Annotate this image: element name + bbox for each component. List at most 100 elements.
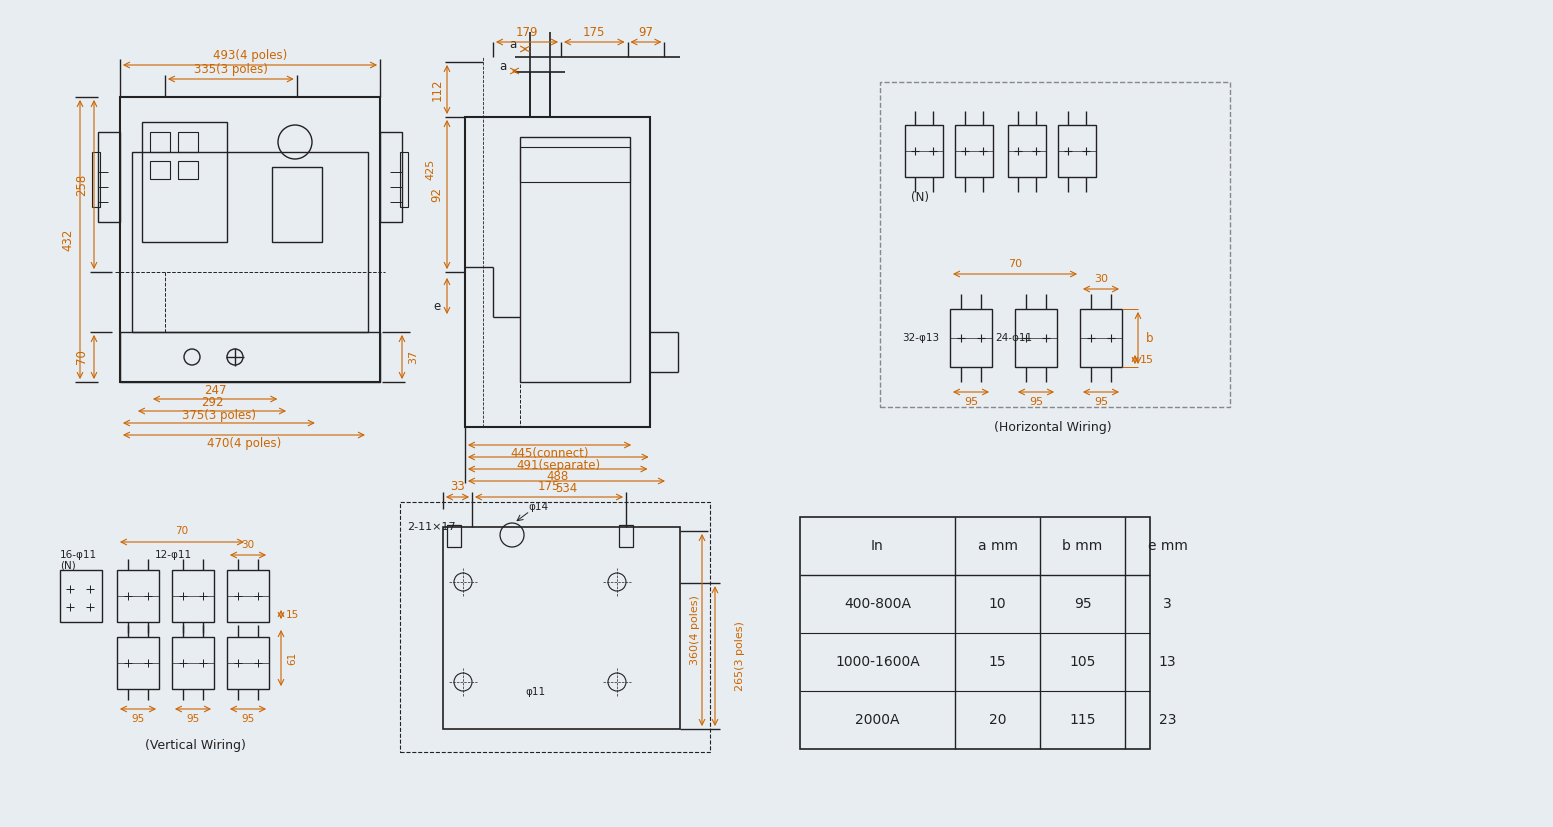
Text: 115: 115	[1070, 713, 1096, 727]
Text: 95: 95	[964, 397, 978, 407]
Text: 30: 30	[241, 540, 255, 550]
Text: 15: 15	[1140, 355, 1154, 365]
Bar	[380, 132, 402, 222]
Bar	[443, 527, 680, 729]
Bar	[520, 147, 631, 182]
Text: 292: 292	[200, 396, 224, 409]
Text: 265(3 poles): 265(3 poles)	[735, 621, 745, 691]
Text: 534: 534	[556, 482, 578, 495]
Bar	[116, 637, 158, 689]
Bar	[120, 97, 380, 382]
Text: 432: 432	[62, 228, 75, 251]
Text: 470(4 poles): 470(4 poles)	[207, 437, 281, 450]
Bar	[401, 502, 710, 752]
Text: 15: 15	[989, 655, 1006, 669]
Text: e: e	[433, 300, 441, 313]
Text: (N): (N)	[61, 560, 76, 570]
Text: a mm: a mm	[977, 539, 1017, 553]
Bar	[520, 137, 631, 382]
Bar	[92, 152, 99, 207]
Text: 95: 95	[186, 714, 200, 724]
Text: 24-φ11: 24-φ11	[995, 333, 1033, 343]
Bar	[179, 132, 197, 152]
Text: 23: 23	[1159, 713, 1176, 727]
Text: 10: 10	[989, 597, 1006, 611]
Text: a: a	[500, 60, 506, 74]
Bar	[120, 332, 380, 382]
Bar	[172, 570, 214, 622]
Bar	[116, 570, 158, 622]
Text: 33: 33	[450, 480, 464, 494]
Bar	[141, 122, 227, 242]
Text: 105: 105	[1070, 655, 1096, 669]
Text: 95: 95	[132, 714, 144, 724]
Bar	[61, 570, 102, 622]
Text: 37: 37	[408, 350, 418, 364]
Text: 3: 3	[1163, 597, 1173, 611]
Bar	[227, 570, 269, 622]
Bar	[800, 517, 1151, 749]
Bar	[950, 309, 992, 367]
Text: e mm: e mm	[1148, 539, 1188, 553]
Bar	[1058, 125, 1096, 177]
Text: 2-11×17: 2-11×17	[407, 522, 455, 532]
Text: 493(4 poles): 493(4 poles)	[213, 49, 287, 61]
Bar	[1016, 309, 1058, 367]
Text: 70: 70	[1008, 259, 1022, 269]
Text: 92: 92	[430, 187, 444, 202]
Text: 61: 61	[287, 652, 297, 665]
Text: φ14: φ14	[528, 502, 548, 512]
Text: 488: 488	[547, 471, 568, 484]
Text: 13: 13	[1159, 655, 1176, 669]
Text: a: a	[509, 39, 517, 51]
Bar	[1079, 309, 1121, 367]
Text: 95: 95	[1030, 397, 1044, 407]
Text: 95: 95	[241, 714, 255, 724]
Text: 30: 30	[1093, 274, 1107, 284]
Text: 335(3 poles): 335(3 poles)	[194, 63, 267, 75]
Bar	[464, 117, 651, 427]
Text: (N): (N)	[912, 190, 929, 203]
Text: b mm: b mm	[1062, 539, 1103, 553]
Text: 360(4 poles): 360(4 poles)	[690, 595, 700, 665]
Text: 247: 247	[203, 385, 227, 398]
Text: 445(connect): 445(connect)	[511, 447, 589, 460]
Text: 95: 95	[1073, 597, 1092, 611]
Bar	[447, 525, 461, 547]
Bar	[1008, 125, 1047, 177]
Bar	[151, 132, 169, 152]
Bar	[881, 82, 1230, 407]
Text: 179: 179	[516, 26, 539, 40]
Text: 491(separate): 491(separate)	[516, 458, 601, 471]
Text: 2000A: 2000A	[856, 713, 899, 727]
Text: (Vertical Wiring): (Vertical Wiring)	[144, 739, 245, 752]
Text: 375(3 poles): 375(3 poles)	[182, 409, 256, 422]
Text: 16-φ11: 16-φ11	[61, 550, 98, 560]
Text: 258: 258	[76, 174, 89, 196]
Bar	[179, 161, 197, 179]
Bar	[151, 161, 169, 179]
Text: 70: 70	[76, 350, 89, 365]
Text: 32-φ13: 32-φ13	[902, 333, 940, 343]
Text: b: b	[1146, 332, 1154, 345]
Bar	[132, 152, 368, 332]
Text: 15: 15	[286, 610, 298, 620]
Text: (Horizontal Wiring): (Horizontal Wiring)	[994, 420, 1112, 433]
Text: 1000-1600A: 1000-1600A	[836, 655, 919, 669]
Text: φ11: φ11	[525, 687, 545, 697]
Text: 175: 175	[537, 480, 561, 494]
Text: 175: 175	[582, 26, 606, 40]
Bar	[620, 525, 634, 547]
Text: 425: 425	[426, 159, 435, 180]
Text: In: In	[871, 539, 884, 553]
Text: 95: 95	[1093, 397, 1107, 407]
Text: 112: 112	[430, 79, 444, 101]
Bar	[905, 125, 943, 177]
Text: 97: 97	[638, 26, 654, 40]
Bar	[955, 125, 992, 177]
Bar	[272, 167, 321, 242]
Text: 70: 70	[175, 526, 188, 536]
Text: 12-φ11: 12-φ11	[155, 550, 193, 560]
Bar	[530, 72, 550, 117]
Bar	[401, 152, 408, 207]
